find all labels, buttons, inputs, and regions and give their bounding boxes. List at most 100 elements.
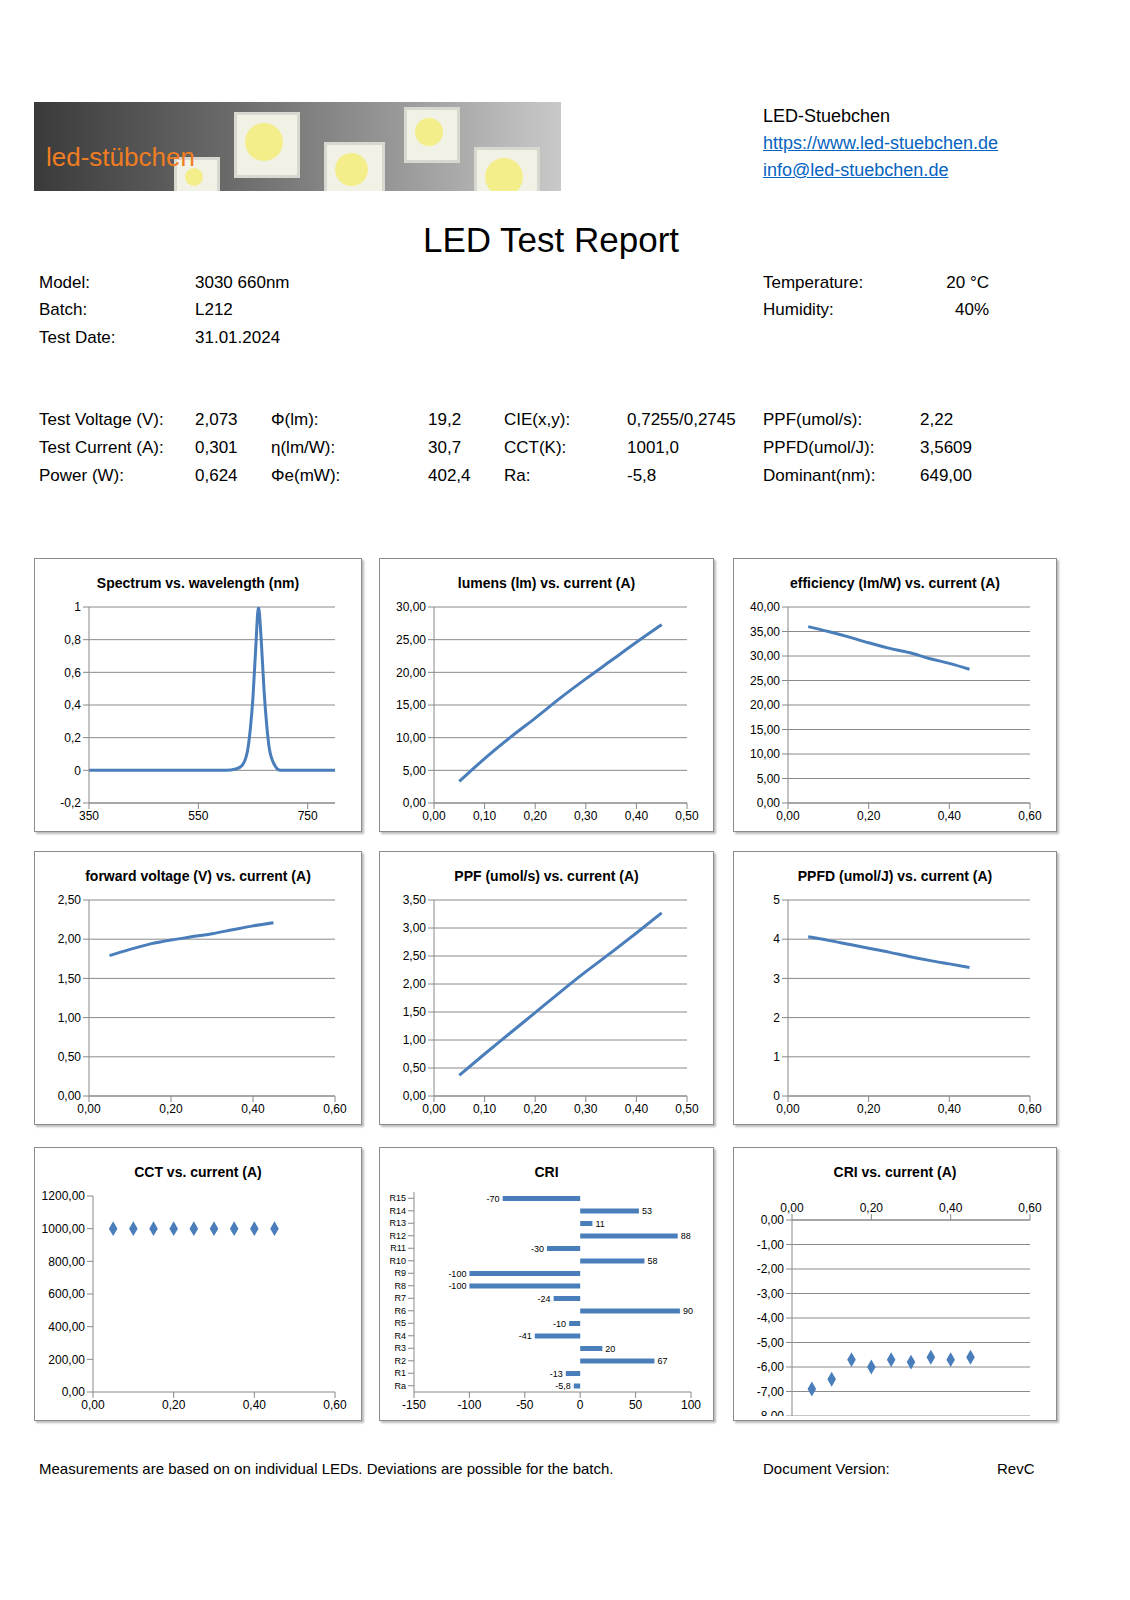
svg-text:0,8: 0,8 [64,633,81,647]
svg-text:3,00: 3,00 [403,921,427,935]
svg-text:0,50: 0,50 [403,1061,427,1075]
svg-text:R9: R9 [394,1268,406,1278]
svg-text:-50: -50 [516,1398,534,1412]
svg-text:53: 53 [642,1206,652,1216]
svg-text:0,20: 0,20 [524,809,548,823]
svg-text:0,00: 0,00 [403,796,427,810]
svg-text:1,00: 1,00 [403,1033,427,1047]
svg-text:1,50: 1,50 [58,972,82,986]
svg-text:R10: R10 [389,1256,406,1266]
svg-text:88: 88 [681,1231,691,1241]
svg-text:1200,00: 1200,00 [42,1189,86,1203]
svg-text:58: 58 [647,1256,657,1266]
svg-text:0,00: 0,00 [81,1398,105,1412]
svg-text:67: 67 [657,1356,667,1366]
svg-text:-41: -41 [519,1331,532,1341]
svg-text:0,40: 0,40 [939,1201,963,1215]
svg-text:2,00: 2,00 [403,977,427,991]
svg-text:-4,00: -4,00 [757,1311,785,1325]
svg-text:0,20: 0,20 [857,809,881,823]
svg-text:1: 1 [74,600,81,614]
svg-text:-30: -30 [531,1244,544,1254]
svg-text:2,50: 2,50 [58,893,82,907]
svg-text:5: 5 [773,893,780,907]
svg-text:30,00: 30,00 [750,649,780,663]
svg-text:400,00: 400,00 [48,1320,85,1334]
svg-text:100: 100 [681,1398,701,1412]
svg-text:0,40: 0,40 [938,1102,962,1116]
svg-text:0,00: 0,00 [776,1102,800,1116]
svg-text:-7,00: -7,00 [757,1385,785,1399]
svg-text:-100: -100 [457,1398,481,1412]
svg-text:5,00: 5,00 [757,772,781,786]
svg-text:1000,00: 1000,00 [42,1222,86,1236]
svg-text:-10: -10 [553,1319,566,1329]
svg-text:0,60: 0,60 [1018,1201,1042,1215]
svg-text:0,00: 0,00 [62,1385,86,1399]
svg-text:R4: R4 [394,1331,406,1341]
svg-text:-100: -100 [448,1269,466,1279]
svg-text:R13: R13 [389,1218,406,1228]
svg-text:0,6: 0,6 [64,666,81,680]
svg-text:R15: R15 [389,1193,406,1203]
svg-text:3: 3 [773,972,780,986]
svg-text:0,30: 0,30 [574,1102,598,1116]
svg-text:0,50: 0,50 [675,809,699,823]
svg-text:R2: R2 [394,1356,406,1366]
svg-text:R7: R7 [394,1293,406,1303]
svg-text:0,50: 0,50 [58,1050,82,1064]
svg-text:3,50: 3,50 [403,893,427,907]
svg-text:0,00: 0,00 [761,1213,785,1227]
svg-text:R5: R5 [394,1318,406,1328]
svg-text:10,00: 10,00 [396,731,426,745]
svg-text:35,00: 35,00 [750,625,780,639]
svg-text:50: 50 [629,1398,643,1412]
svg-text:0,20: 0,20 [162,1398,186,1412]
svg-text:1: 1 [773,1050,780,1064]
svg-text:600,00: 600,00 [48,1287,85,1301]
svg-text:-0,2: -0,2 [60,796,81,810]
svg-text:90: 90 [683,1306,693,1316]
svg-text:0,30: 0,30 [574,809,598,823]
svg-text:0,00: 0,00 [422,809,446,823]
svg-text:R12: R12 [389,1231,406,1241]
svg-text:0,00: 0,00 [757,796,781,810]
svg-text:550: 550 [188,809,208,823]
svg-text:0,2: 0,2 [64,731,81,745]
svg-text:-1,00: -1,00 [757,1238,785,1252]
svg-text:2: 2 [773,1011,780,1025]
svg-text:20: 20 [605,1344,615,1354]
svg-text:0,60: 0,60 [1018,1102,1042,1116]
svg-text:20,00: 20,00 [396,666,426,680]
svg-text:-3,00: -3,00 [757,1287,785,1301]
svg-text:Ra: Ra [394,1381,406,1391]
svg-text:0,40: 0,40 [241,1102,265,1116]
svg-text:-100: -100 [448,1281,466,1291]
svg-text:0,20: 0,20 [857,1102,881,1116]
svg-text:-6,00: -6,00 [757,1360,785,1374]
svg-text:-13: -13 [550,1369,563,1379]
svg-text:4: 4 [773,932,780,946]
svg-text:25,00: 25,00 [396,633,426,647]
svg-text:R1: R1 [394,1368,406,1378]
svg-text:R14: R14 [389,1206,406,1216]
svg-text:0,10: 0,10 [473,809,497,823]
svg-text:0,00: 0,00 [58,1089,82,1103]
svg-text:0,00: 0,00 [776,809,800,823]
svg-text:0,40: 0,40 [625,809,649,823]
svg-text:800,00: 800,00 [48,1255,85,1269]
svg-text:750: 750 [298,809,318,823]
svg-text:-5,00: -5,00 [757,1336,785,1350]
svg-text:0: 0 [577,1398,584,1412]
svg-text:0,60: 0,60 [323,1102,347,1116]
svg-text:30,00: 30,00 [396,600,426,614]
svg-text:R11: R11 [390,1243,406,1253]
svg-text:20,00: 20,00 [750,698,780,712]
svg-text:11: 11 [595,1219,604,1229]
svg-text:0: 0 [773,1089,780,1103]
svg-text:0,40: 0,40 [938,809,962,823]
svg-text:0,10: 0,10 [473,1102,497,1116]
svg-text:1,50: 1,50 [403,1005,427,1019]
svg-text:0,60: 0,60 [323,1398,347,1412]
svg-text:R3: R3 [394,1343,406,1353]
